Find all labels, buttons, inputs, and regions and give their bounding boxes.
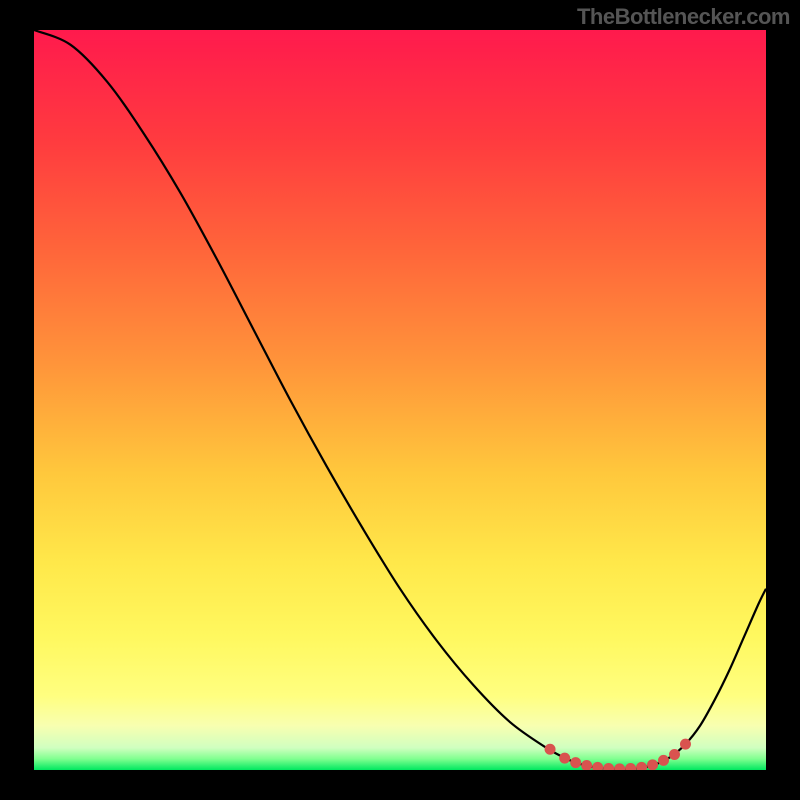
- marker-point: [593, 762, 603, 770]
- marker-point: [615, 764, 625, 770]
- marker-point: [637, 762, 647, 770]
- marker-point: [648, 760, 658, 770]
- plot-area: [34, 30, 766, 770]
- marker-point: [560, 753, 570, 763]
- marker-point: [670, 749, 680, 759]
- ideal-markers: [545, 739, 690, 770]
- marker-point: [626, 764, 636, 770]
- bottleneck-curve: [34, 30, 766, 769]
- watermark-text: TheBottlenecker.com: [577, 4, 790, 30]
- marker-point: [571, 758, 581, 768]
- marker-point: [604, 764, 614, 770]
- chart-container: TheBottlenecker.com: [0, 0, 800, 800]
- chart-overlay: [34, 30, 766, 770]
- marker-point: [680, 739, 690, 749]
- marker-point: [659, 755, 669, 765]
- marker-point: [582, 761, 592, 770]
- marker-point: [545, 744, 555, 754]
